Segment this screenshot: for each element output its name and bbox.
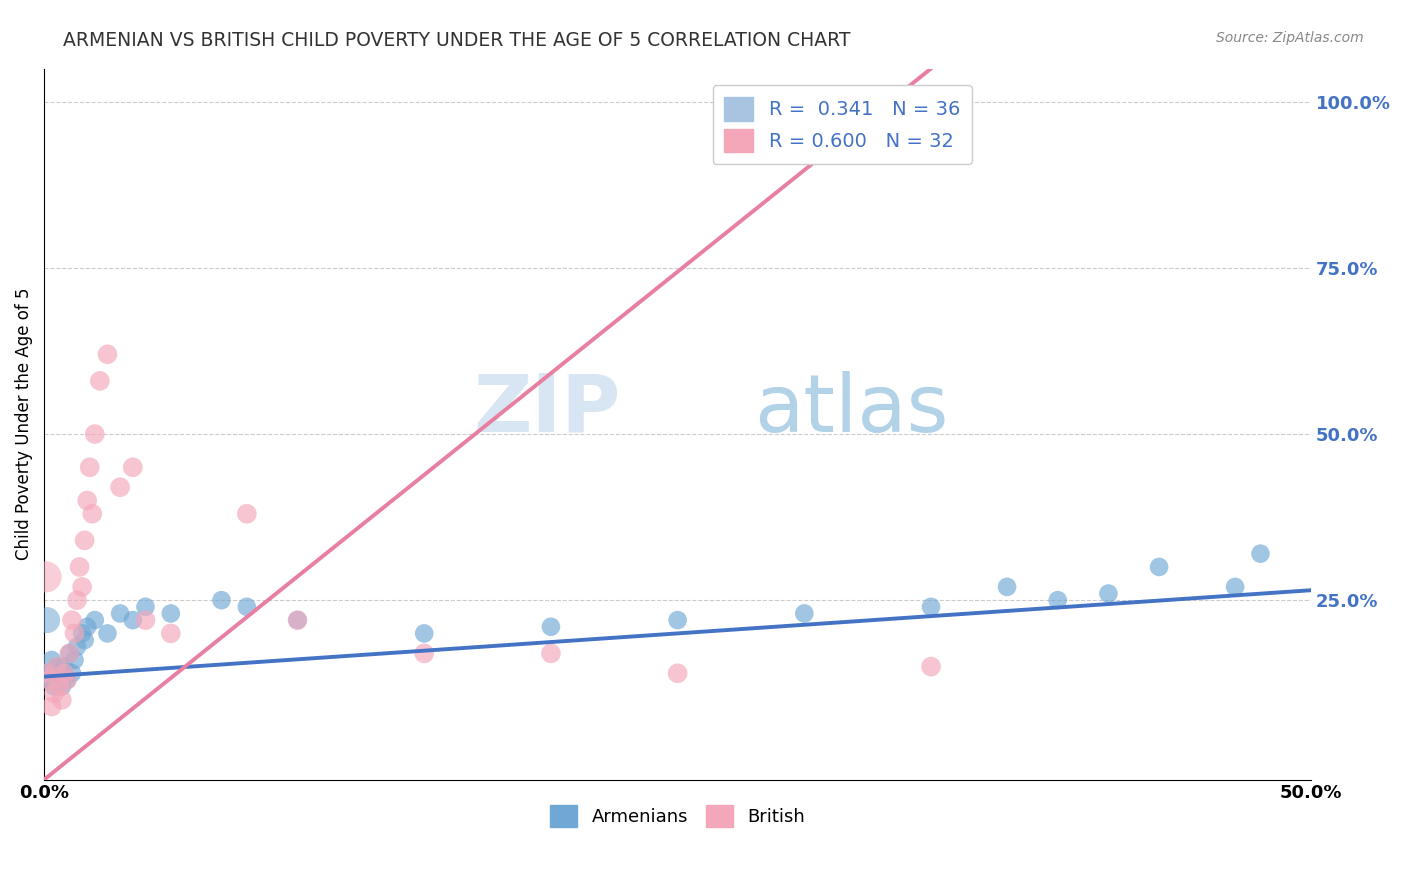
- Point: [159, 607, 181, 621]
- Point: [236, 507, 259, 521]
- Point: [1097, 586, 1119, 600]
- Point: [44, 680, 66, 694]
- Text: atlas: atlas: [754, 371, 948, 449]
- Point: [66, 593, 89, 607]
- Point: [41, 653, 63, 667]
- Point: [41, 699, 63, 714]
- Point: [73, 533, 96, 548]
- Point: [48, 680, 70, 694]
- Point: [56, 673, 79, 687]
- Point: [69, 560, 91, 574]
- Point: [48, 666, 70, 681]
- Point: [63, 626, 86, 640]
- Point: [45, 659, 67, 673]
- Point: [76, 493, 98, 508]
- Text: ARMENIAN VS BRITISH CHILD POVERTY UNDER THE AGE OF 5 CORRELATION CHART: ARMENIAN VS BRITISH CHILD POVERTY UNDER …: [63, 31, 851, 50]
- Point: [35, 666, 58, 681]
- Point: [66, 640, 89, 654]
- Point: [236, 599, 259, 614]
- Point: [51, 680, 73, 694]
- Point: [79, 460, 101, 475]
- Point: [76, 620, 98, 634]
- Text: Source: ZipAtlas.com: Source: ZipAtlas.com: [1216, 31, 1364, 45]
- Point: [70, 580, 93, 594]
- Point: [96, 626, 118, 640]
- Point: [540, 646, 562, 660]
- Point: [56, 673, 79, 687]
- Point: [51, 693, 73, 707]
- Point: [211, 593, 233, 607]
- Point: [38, 673, 60, 687]
- Point: [1046, 593, 1069, 607]
- Point: [134, 613, 156, 627]
- Point: [108, 607, 131, 621]
- Point: [1223, 580, 1246, 594]
- Point: [995, 580, 1018, 594]
- Point: [413, 626, 436, 640]
- Point: [73, 633, 96, 648]
- Point: [53, 666, 76, 681]
- Point: [38, 673, 60, 687]
- Point: [413, 646, 436, 660]
- Point: [37, 613, 59, 627]
- Point: [287, 613, 309, 627]
- Point: [666, 613, 689, 627]
- Point: [44, 686, 66, 700]
- Point: [58, 646, 80, 660]
- Point: [1249, 547, 1271, 561]
- Y-axis label: Child Poverty Under the Age of 5: Child Poverty Under the Age of 5: [15, 288, 32, 560]
- Point: [83, 427, 105, 442]
- Point: [920, 659, 942, 673]
- Point: [83, 613, 105, 627]
- Point: [121, 613, 143, 627]
- Point: [58, 646, 80, 660]
- Point: [1147, 560, 1170, 574]
- Point: [108, 480, 131, 494]
- Legend: Armenians, British: Armenians, British: [543, 798, 813, 835]
- Point: [70, 626, 93, 640]
- Point: [920, 599, 942, 614]
- Point: [121, 460, 143, 475]
- Point: [63, 653, 86, 667]
- Point: [60, 666, 83, 681]
- Point: [89, 374, 111, 388]
- Text: ZIP: ZIP: [474, 371, 620, 449]
- Point: [35, 666, 58, 681]
- Point: [159, 626, 181, 640]
- Point: [134, 599, 156, 614]
- Point: [540, 620, 562, 634]
- Point: [35, 570, 58, 584]
- Point: [793, 607, 815, 621]
- Point: [45, 659, 67, 673]
- Point: [60, 613, 83, 627]
- Point: [287, 613, 309, 627]
- Point: [53, 659, 76, 673]
- Point: [96, 347, 118, 361]
- Point: [666, 666, 689, 681]
- Point: [82, 507, 104, 521]
